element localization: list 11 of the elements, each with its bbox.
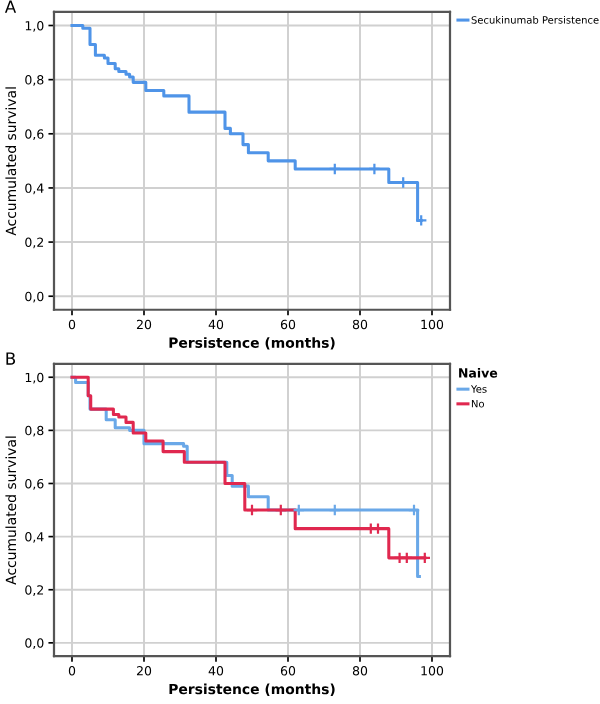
point bbox=[400, 551, 414, 565]
point bbox=[245, 503, 259, 517]
point bbox=[292, 503, 306, 517]
point bbox=[407, 503, 421, 517]
text: A bbox=[4, 0, 17, 13]
point bbox=[393, 551, 406, 565]
text: B bbox=[6, 352, 16, 365]
point bbox=[368, 162, 381, 176]
point bbox=[328, 162, 342, 176]
point bbox=[328, 503, 342, 517]
point bbox=[274, 503, 288, 517]
